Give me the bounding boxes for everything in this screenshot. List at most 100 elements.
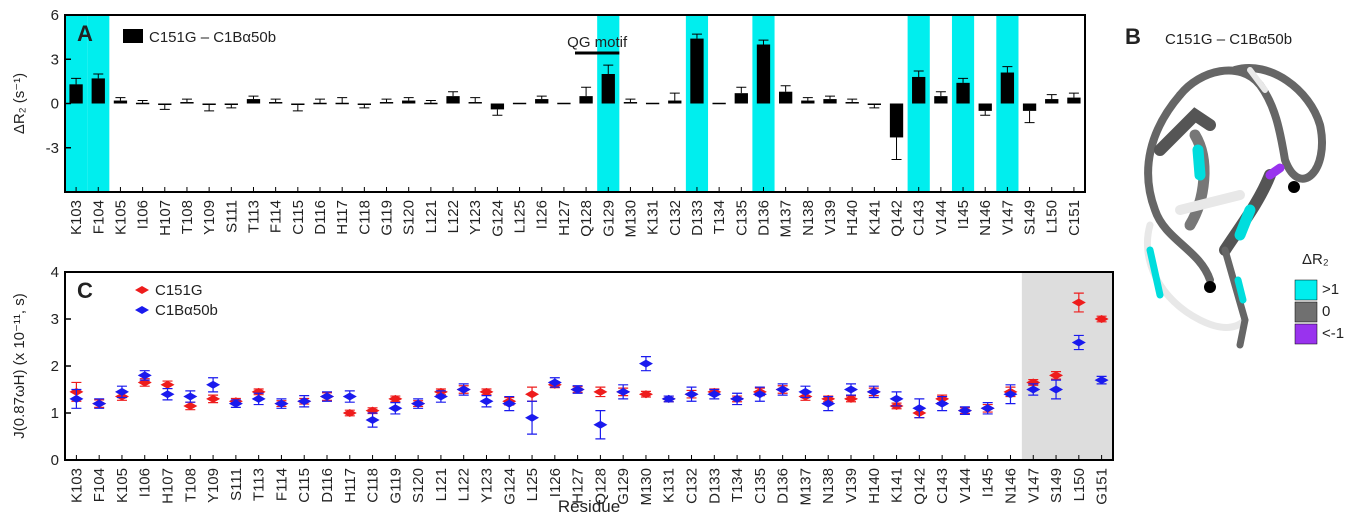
x-tick-label: K103 — [68, 200, 85, 235]
error-bar — [891, 137, 902, 161]
point — [593, 387, 608, 396]
point — [889, 394, 904, 403]
legend-swatch — [123, 29, 143, 43]
error-bar — [71, 77, 82, 85]
point — [821, 399, 836, 408]
panel-label: C — [77, 278, 93, 303]
x-tick-label: G151 — [1094, 468, 1111, 505]
bar — [645, 102, 660, 105]
x-tick-label: L150 — [1071, 468, 1088, 501]
point — [1049, 385, 1064, 394]
error-bar — [1068, 92, 1079, 98]
x-tick-label: G129 — [615, 468, 632, 505]
point — [1094, 315, 1109, 323]
y-tick-label: 2 — [51, 358, 59, 375]
bar — [269, 102, 283, 104]
point — [1049, 371, 1064, 380]
x-tick-label: G119 — [387, 468, 404, 504]
point — [638, 359, 653, 368]
point — [251, 394, 266, 403]
point — [775, 385, 790, 394]
panel-label: B — [1125, 24, 1141, 49]
point — [320, 392, 334, 401]
point — [798, 387, 813, 396]
error-bar — [381, 98, 392, 103]
point — [684, 390, 699, 399]
point — [411, 399, 426, 408]
x-tick-label: I106 — [137, 468, 154, 497]
point — [525, 413, 540, 422]
point — [1003, 390, 1018, 399]
legend-marker — [135, 286, 149, 294]
x-tick-label: S149 — [1022, 200, 1039, 235]
error-bar — [425, 100, 436, 104]
point — [502, 399, 517, 408]
point — [570, 385, 585, 394]
bar — [557, 102, 571, 105]
x-tick-label: H117 — [342, 468, 359, 503]
x-tick-label: I126 — [547, 468, 564, 497]
x-tick-label: G129 — [600, 200, 617, 237]
point — [525, 390, 540, 399]
x-tick-label: V144 — [933, 200, 950, 235]
error-bar — [691, 33, 702, 39]
x-tick-label: L122 — [456, 468, 473, 501]
point — [433, 392, 448, 401]
x-tick-label: L125 — [524, 468, 541, 501]
plot-frame — [64, 271, 1114, 461]
point — [1026, 385, 1041, 394]
x-axis-label: Residue — [558, 497, 620, 516]
x-tick-label: C132 — [684, 468, 701, 504]
error-bar — [1046, 94, 1057, 100]
bar — [956, 82, 970, 104]
x-tick-label: K141 — [889, 468, 906, 503]
point — [752, 390, 767, 399]
x-tick-label: F104 — [90, 200, 107, 234]
x-tick-label: D116 — [319, 468, 336, 503]
x-tick-label: C143 — [934, 468, 951, 504]
error-bar — [93, 73, 104, 79]
bar — [867, 103, 881, 105]
bar — [490, 103, 505, 110]
point — [866, 387, 881, 396]
x-tick-label: Y123 — [467, 200, 484, 235]
error-bar — [292, 104, 303, 112]
x-tick-label: C115 — [296, 468, 313, 503]
x-tick-label: C135 — [752, 468, 769, 504]
error-bar — [869, 104, 880, 109]
point — [707, 390, 722, 399]
y-tick-label: 3 — [51, 311, 59, 328]
error-bar — [359, 104, 370, 109]
legend-swatch — [1294, 323, 1318, 345]
bar — [912, 76, 926, 104]
x-tick-label: K105 — [112, 200, 129, 235]
point — [206, 394, 221, 403]
error-bar — [115, 97, 126, 101]
point — [479, 387, 494, 396]
bar — [934, 96, 948, 104]
x-tick-label: I145 — [980, 468, 997, 497]
point — [342, 409, 357, 417]
bar — [601, 74, 615, 104]
x-tick-label: H107 — [157, 200, 174, 236]
panel-label: A — [77, 21, 93, 46]
bar — [1067, 97, 1081, 104]
legend-swatch — [1294, 279, 1318, 301]
point — [479, 397, 494, 406]
error-bar — [337, 97, 348, 104]
x-tick-label: C135 — [733, 200, 750, 236]
x-tick-label: N146 — [977, 200, 994, 236]
point — [730, 394, 745, 403]
chart-panel: 0 1 2 3 4 J(0.87ωH) (x 10⁻¹¹, s) C K103 F104 K105… — [11, 264, 1114, 516]
x-tick-label: K131 — [645, 200, 662, 235]
error-bar — [403, 97, 414, 101]
point — [342, 392, 357, 401]
point — [274, 399, 289, 408]
error-bar — [625, 98, 636, 103]
x-tick-label: M137 — [797, 468, 814, 506]
point — [160, 380, 175, 389]
bar — [579, 96, 593, 104]
error-bar — [204, 104, 215, 112]
point — [160, 390, 175, 399]
bar — [756, 44, 771, 104]
